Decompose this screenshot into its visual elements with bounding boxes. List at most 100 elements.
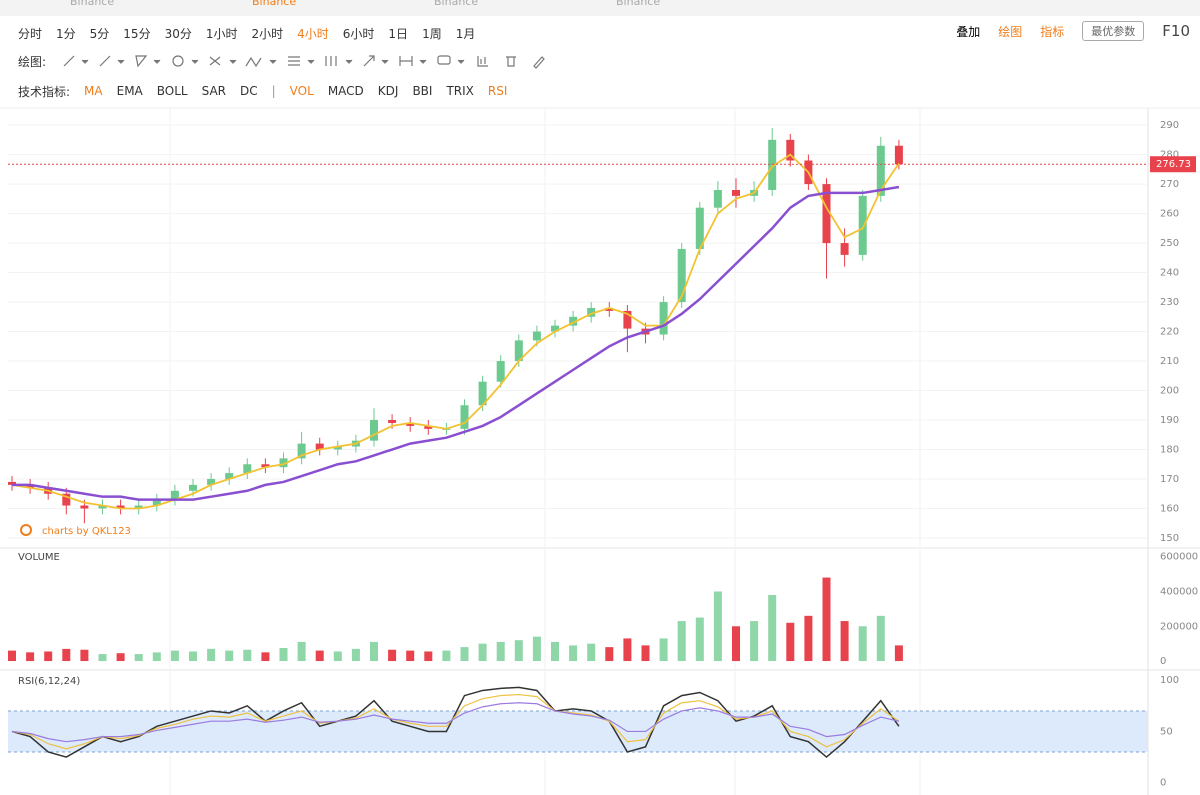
candle-body [786,139,795,161]
interval-button[interactable]: 4小时 [297,26,329,41]
indicator-button[interactable]: TRIX [446,84,474,98]
volume-bar [225,650,234,662]
interval-button[interactable]: 15分 [123,26,151,41]
volume-bar [62,648,71,662]
tool-button[interactable]: 指标 [1040,24,1065,39]
indicator-button[interactable]: BOLL [156,84,188,98]
volume-bar [297,641,306,662]
interval-button[interactable]: 2小时 [251,26,284,41]
y-tick-label: 230 [1160,297,1179,308]
rsi-line [11,702,900,743]
candle-body [605,307,614,311]
volume-bar [695,617,704,662]
y-tick-label: 200000 [1160,621,1198,632]
y-tick-label: 0 [1160,656,1166,667]
indicator-label: 技术指标: [18,84,71,99]
y-tick-label: 180 [1160,445,1179,456]
candle-body [98,505,107,509]
tab[interactable]: Binance [434,0,479,8]
volume-bar [677,621,686,662]
last-price-label: 276.73 [1156,159,1191,170]
candle-body [333,446,342,450]
volume-bar [786,622,795,662]
interval-button[interactable]: 1小时 [205,26,238,41]
volume-bar [207,648,216,662]
volume-bar [261,652,270,662]
y-tick-label: 290 [1160,120,1179,131]
volume-bar [768,594,777,662]
candle-body [207,478,216,485]
indicator-button[interactable]: MACD [327,84,364,98]
volume-bar [659,638,668,662]
volume-bar [388,649,397,662]
tool-button[interactable]: 叠加 [956,24,981,39]
candle-body [623,310,632,329]
y-tick-label: 600000 [1160,552,1198,563]
interval-button[interactable]: 分时 [18,26,43,41]
indicator-button[interactable]: VOL [289,84,314,98]
y-tick-label: 190 [1160,415,1179,426]
candle-body [532,331,541,341]
volume-bar [478,643,487,662]
candle-body [8,481,16,485]
volume-bar [840,621,849,662]
y-tick-label: 220 [1160,327,1179,338]
candle-body [858,195,867,255]
ma-line [12,185,900,501]
tool-button[interactable]: 绘图 [998,24,1023,39]
volume-bar [822,577,831,662]
indicator-button[interactable]: KDJ [377,84,399,98]
interval-button[interactable]: 1周 [422,26,442,41]
volume-bar [315,650,324,662]
f10-button[interactable]: F10 [1162,22,1190,40]
interval-button[interactable]: 1日 [388,26,409,41]
volume-bar [551,641,559,662]
tab[interactable]: Binance [252,0,297,8]
candle-body [768,139,777,190]
candle-body [297,443,306,459]
volume-bar [460,647,469,662]
indicator-button[interactable]: RSI [487,84,508,98]
y-tick-label: 210 [1160,356,1179,367]
indicator-button[interactable]: DC [240,84,258,98]
params-button[interactable]: 最优参数 [1082,21,1145,41]
volume-bar [605,647,614,662]
indicator-button[interactable]: BBI [412,84,433,98]
tab[interactable]: Binance [616,0,661,8]
y-tick-label: 250 [1160,238,1179,249]
volume-bar [116,653,125,662]
watermark-icon [20,524,32,536]
tab-strip: Binance Binance Binance Binance [0,0,1200,16]
volume-bar [623,638,632,662]
interval-button[interactable]: 1分 [56,26,76,41]
candle-body [315,443,324,450]
indicator-bar: 技术指标: MA EMA BOLL SAR DC | VOL MACD KDJ BBI TRIX RSI [0,80,1200,102]
interval-button[interactable]: 30分 [164,26,192,41]
candle-body [189,484,197,491]
indicator-button[interactable]: SAR [201,84,226,98]
indicator-button[interactable]: EMA [116,84,143,98]
y-tick-label: 0 [1160,778,1166,789]
candle-body [134,505,143,509]
volume-bar [98,654,107,662]
indicator-button[interactable]: MA [84,84,103,98]
draw-bar: 绘图: [0,50,1200,72]
tab[interactable]: Binance [70,0,115,8]
candle-body [406,422,415,426]
interval-button[interactable]: 6小时 [342,26,375,41]
y-tick-label: 170 [1160,474,1179,485]
candle-body [713,189,722,208]
draw-icons [63,55,545,69]
volume-bar [713,591,722,662]
y-tick-label: 160 [1160,503,1179,514]
volume-bar [424,651,433,662]
interval-button[interactable]: 1月 [455,26,476,41]
volume-bar [876,615,885,662]
interval-button[interactable]: 5分 [89,26,110,41]
candle-body [62,493,71,506]
y-tick-label: 100 [1160,675,1179,686]
rsi-band [8,710,1148,752]
candle-body [243,464,252,474]
candle-body [170,490,179,500]
